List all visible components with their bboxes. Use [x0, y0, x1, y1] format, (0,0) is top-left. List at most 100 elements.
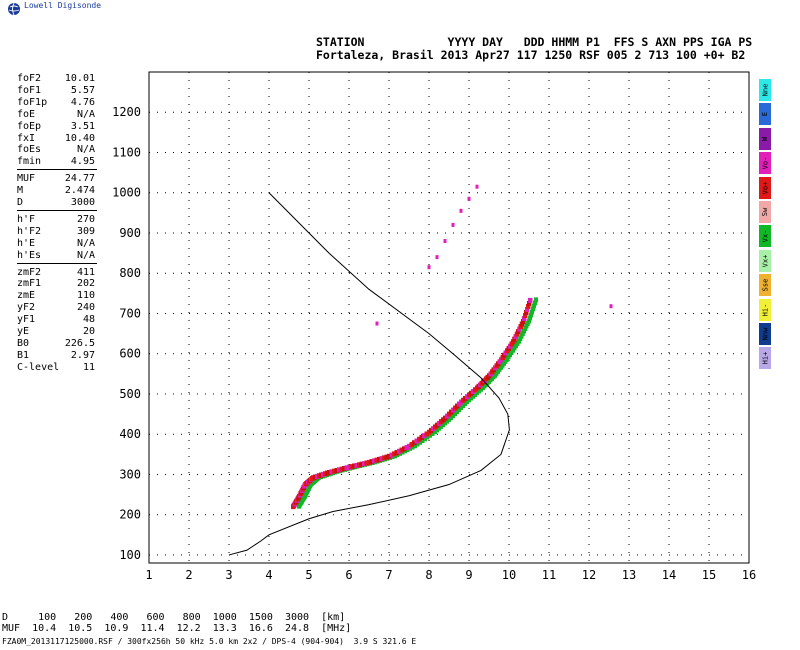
legend-item-6: Vx-: [759, 225, 771, 248]
legend-label: Nne: [761, 83, 769, 97]
echo-o-mark: [419, 434, 424, 440]
param-value: 4.76: [70, 96, 95, 108]
y-tick-label: 700: [119, 306, 141, 320]
echo-o-mark: [407, 443, 412, 449]
echo-o-mark: [517, 326, 522, 332]
param-row-11: h'F 270: [17, 214, 95, 226]
echo-x-mark: [418, 439, 422, 445]
param-row-20: yE 20: [17, 326, 95, 338]
echo-o-mark: [379, 456, 384, 462]
param-row-15: zmF2 411: [17, 267, 95, 279]
echo-o-mark: [394, 450, 399, 456]
param-value: 11: [82, 361, 95, 373]
echo-extra-mark: [467, 196, 471, 201]
echo-o-mark: [528, 297, 533, 303]
param-key: zmE: [17, 290, 36, 302]
param-row-9: M 2.474: [17, 185, 95, 197]
echo-o-mark: [377, 456, 382, 462]
echo-x-mark: [525, 321, 530, 327]
param-value: N/A: [76, 249, 95, 261]
plot-frame: [148, 71, 750, 564]
muf-row: MUF 10.4 10.5 10.9 11.4 12.2 13.3 16.6 2…: [2, 623, 352, 634]
distance-row: D 100 200 400 600 800 1000 1500 3000 [km…: [2, 612, 346, 623]
echo-x-mark: [532, 303, 536, 309]
param-key: B1: [17, 349, 30, 361]
param-row-19: yF1 48: [17, 314, 95, 326]
echo-x-mark: [533, 300, 537, 306]
x-tick-label: 12: [582, 568, 596, 582]
param-value: 309: [76, 225, 95, 237]
param-key: yF1: [17, 314, 36, 326]
legend-label: Hi+: [761, 351, 769, 365]
legend-item-0: Nne: [759, 79, 771, 101]
echo-o-mark: [327, 469, 332, 475]
param-value: 10.01: [64, 73, 95, 84]
param-row-1: foF1 5.57: [17, 85, 95, 97]
param-key: yE: [17, 326, 30, 337]
echo-x-mark: [415, 441, 420, 447]
param-row-6: foEs N/A: [17, 144, 95, 156]
param-key: B0: [17, 337, 30, 349]
y-tick-label: 1200: [112, 105, 141, 119]
echo-x-mark: [430, 430, 435, 436]
y-tick-label: 1100: [112, 145, 141, 159]
echo-x-mark: [522, 328, 526, 334]
echo-o-mark: [392, 451, 397, 457]
param-row-7: fmin 4.95: [17, 156, 95, 168]
param-key: h'Es: [17, 249, 42, 261]
echo-o-mark: [526, 303, 531, 309]
param-key: foF2: [17, 73, 42, 84]
echo-o-mark: [511, 339, 516, 345]
echo-extra-mark: [427, 265, 431, 270]
echo-o-mark: [332, 468, 337, 474]
param-value: 110: [76, 290, 95, 302]
param-value: 411: [76, 266, 95, 278]
echo-o-mark: [409, 442, 414, 448]
param-key: yF2: [17, 302, 36, 314]
param-key: foF1: [17, 84, 42, 96]
param-key: fxI: [17, 132, 36, 144]
echo-o-mark: [357, 462, 362, 468]
legend-label: W: [761, 136, 769, 141]
param-key: zmF2: [17, 266, 42, 278]
param-key: D: [17, 197, 24, 208]
x-tick-label: 7: [385, 568, 392, 582]
legend-label: E: [761, 112, 769, 117]
param-value: 2.97: [70, 349, 95, 361]
echo-o-mark: [374, 457, 379, 463]
echo-x-mark: [517, 338, 521, 344]
x-tick-label: 10: [502, 568, 516, 582]
echo-o-mark: [516, 329, 521, 335]
echo-o-mark: [522, 316, 527, 322]
y-tick-label: 100: [119, 548, 141, 562]
param-row-0: foF2 10.01: [17, 73, 95, 85]
echo-o-mark: [518, 324, 523, 330]
param-value: 10.40: [64, 132, 95, 144]
globe-icon: [7, 1, 21, 16]
param-row-8: MUF 24.77: [17, 173, 95, 185]
echo-o-mark: [397, 448, 402, 454]
legend-label: Sse: [761, 278, 769, 292]
echo-o-mark: [342, 466, 347, 472]
polarization-legend: Nne E W Vo- Vo+ Sw Vx- Vx+ Sse Hi- Nnw Hi+: [759, 79, 771, 372]
param-value: 3.51: [70, 120, 95, 132]
param-row-17: zmE 110: [17, 290, 95, 302]
param-key: h'F: [17, 213, 36, 225]
y-tick-label: 200: [119, 508, 141, 522]
param-key: zmF1: [17, 278, 42, 290]
param-key: h'E: [17, 237, 36, 249]
param-value: 5.57: [70, 84, 95, 96]
param-row-18: yF2 240: [17, 302, 95, 314]
header-line-1: STATION YYYY DAY DDD HHMM P1 FFS S AXN P…: [316, 35, 753, 49]
param-key: M: [17, 185, 24, 197]
x-tick-label: 6: [345, 568, 352, 582]
x-tick-label: 16: [742, 568, 756, 582]
echo-x-mark: [425, 434, 430, 440]
echo-o-mark: [519, 321, 525, 327]
echo-o-mark: [364, 460, 369, 466]
header-line-2: Fortaleza, Brasil 2013 Apr27 117 1250 RS…: [316, 48, 746, 62]
echo-x-mark: [529, 312, 533, 318]
echo-extra-mark: [375, 321, 379, 326]
param-key: fmin: [17, 156, 42, 168]
param-value: 2.474: [64, 185, 95, 197]
